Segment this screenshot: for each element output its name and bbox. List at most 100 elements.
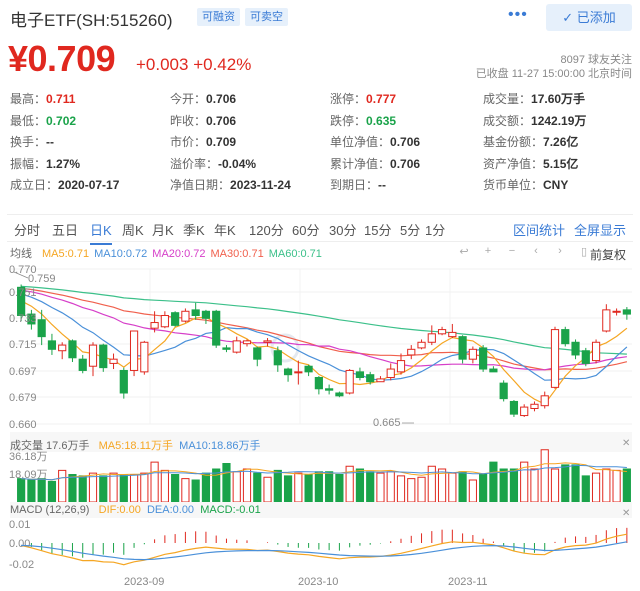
- tab-10[interactable]: 15分: [364, 223, 392, 238]
- range-stats-link[interactable]: 区间统计: [513, 223, 566, 238]
- stat-item: 到期日：--: [330, 176, 386, 193]
- stat-value: 2020-07-17: [58, 178, 120, 192]
- chart-toolbar: ↩ + − ‹ › ▯: [452, 245, 596, 258]
- stat-value: 1242.19万: [531, 113, 587, 128]
- ma-legend: 均线 MA5:0.71 MA10:0.72 MA20:0.72 MA30:0.71 MA6…: [10, 245, 327, 261]
- stat-label: 货币单位：: [483, 178, 544, 192]
- undo-icon[interactable]: ↩: [459, 246, 469, 258]
- volume-label: 成交量 17.6万手: [10, 440, 90, 452]
- settings-icon[interactable]: ▯: [580, 246, 588, 258]
- security-title: 电子ETF(SH:515260): [10, 11, 173, 30]
- stat-item: 换手：--: [10, 133, 54, 150]
- stat-label: 累计净值：: [330, 156, 391, 171]
- stat-item: 最低：0.702: [10, 112, 76, 129]
- tab-6[interactable]: 年K: [214, 223, 236, 238]
- tab-11[interactable]: 5分: [400, 223, 421, 238]
- stat-item: 市价：0.709: [170, 133, 236, 150]
- stat-item: 昨收：0.706: [170, 112, 236, 129]
- stat-item: 资产净值：5.15亿: [483, 155, 578, 172]
- tab-3[interactable]: 周K: [122, 223, 144, 238]
- tab-0[interactable]: 分时: [14, 223, 41, 238]
- stat-item: 涨停：0.777: [330, 90, 396, 107]
- macd-header: MACD (12,26,9) DIF:0.00 DEA:0.00 MACD:-0…: [10, 504, 261, 516]
- stat-label: 今开：: [170, 92, 207, 106]
- stat-label: 资产净值：: [483, 156, 544, 171]
- stat-value: 0.635: [366, 113, 397, 128]
- stat-item: 成交量：17.60万手: [483, 90, 585, 107]
- current-price: ¥0.709: [8, 38, 116, 79]
- stat-value: 5.15亿: [543, 156, 579, 171]
- stat-label: 市价：: [170, 135, 207, 149]
- stat-label: 单位净值：: [330, 135, 391, 149]
- svg-text:0.660: 0.660: [9, 419, 37, 431]
- stat-label: 振幅：: [10, 156, 47, 171]
- price-change: +0.003 +0.42%: [136, 55, 252, 74]
- stat-label: 昨收：: [170, 113, 207, 128]
- period-tab-bar: 分时 五日 日K 周K 月K 季K 年K 120分 60分 30分 15分 5分 1分 区间统计 全屏显示: [7, 214, 633, 245]
- stat-value: 0.706: [390, 135, 421, 149]
- tab-4[interactable]: 月K: [152, 223, 174, 238]
- stat-label: 最低：: [10, 113, 47, 128]
- added-to-watchlist-button[interactable]: ✓ 已添加: [546, 4, 632, 31]
- adjustment-selector[interactable]: 前复权: [590, 248, 627, 262]
- tab-5[interactable]: 季K: [183, 223, 205, 238]
- stat-value: 7.26亿: [543, 135, 579, 149]
- tab-2[interactable]: 日K: [90, 220, 112, 245]
- stat-value: -0.04%: [218, 156, 257, 171]
- svg-text:0.715: 0.715: [9, 339, 37, 351]
- stat-value: 0.711: [46, 92, 76, 106]
- stat-item: 净值日期：2023-11-24: [170, 176, 291, 193]
- stat-item: 最高：0.711: [10, 90, 75, 107]
- market-status: 已收盘 11-27 15:00:00 北京时间: [475, 68, 632, 80]
- stat-value: --: [378, 178, 387, 192]
- close-volume-panel-icon[interactable]: ✕: [622, 438, 631, 449]
- volume-ma10: MA10:18.86万手: [179, 440, 261, 452]
- zoom-in-icon[interactable]: +: [484, 245, 492, 257]
- svg-text:-0.02: -0.02: [9, 559, 34, 571]
- stat-item: 货币单位：CNY: [483, 176, 568, 193]
- macd-label: MACD (12,26,9): [10, 504, 90, 516]
- short-sell-badge[interactable]: 可卖空: [245, 8, 288, 26]
- svg-text:0.751: 0.751: [9, 287, 37, 299]
- stat-label: 涨停：: [330, 92, 367, 106]
- svg-text:2023-11: 2023-11: [448, 576, 488, 588]
- stat-item: 成交额：1242.19万: [483, 112, 586, 129]
- tab-7[interactable]: 120分: [249, 223, 284, 238]
- svg-text:2023-10: 2023-10: [298, 576, 338, 588]
- tab-9[interactable]: 30分: [329, 223, 357, 238]
- tab-12[interactable]: 1分: [425, 223, 446, 238]
- stat-label: 成交额：: [483, 113, 532, 128]
- zoom-out-icon[interactable]: −: [508, 245, 516, 257]
- tab-8[interactable]: 60分: [292, 223, 320, 238]
- svg-text:0.665: 0.665: [373, 417, 401, 429]
- next-icon[interactable]: ›: [558, 245, 562, 257]
- ma-legend-item: MA20:0.72: [152, 248, 206, 260]
- tab-1[interactable]: 五日: [52, 223, 79, 238]
- stat-item: 今开：0.706: [170, 90, 236, 107]
- stat-label: 换手：: [10, 135, 47, 149]
- stat-item: 单位净值：0.706: [330, 133, 420, 150]
- prev-icon[interactable]: ‹: [534, 245, 538, 257]
- svg-text:0.733: 0.733: [9, 313, 37, 325]
- stat-value: 0.709: [206, 135, 237, 149]
- margin-financing-badge[interactable]: 可融资: [197, 8, 240, 26]
- macd-dea: DEA:0.00: [146, 504, 195, 516]
- svg-text:2023-09: 2023-09: [124, 576, 164, 588]
- stat-label: 基金份额：: [483, 135, 544, 149]
- stat-value: 2023-11-24: [230, 178, 291, 192]
- close-macd-panel-icon[interactable]: ✕: [622, 508, 631, 519]
- svg-text:0.697: 0.697: [9, 366, 37, 378]
- ma-legend-item: MA5:0.71: [42, 248, 90, 260]
- svg-text:36.18万: 36.18万: [9, 451, 48, 463]
- ma-legend-item: MA30:0.71: [210, 248, 264, 260]
- stat-item: 振幅：1.27%: [10, 155, 80, 172]
- stat-label: 到期日：: [330, 178, 379, 192]
- svg-text:0.00: 0.00: [9, 538, 30, 550]
- fullscreen-link[interactable]: 全屏显示: [574, 223, 627, 238]
- svg-text:0.679: 0.679: [9, 392, 37, 404]
- ma-legend-label: 均线: [10, 248, 32, 260]
- macd-dif: DIF:0.00: [98, 504, 141, 516]
- more-options-button[interactable]: •••: [508, 6, 528, 23]
- stat-value: 1.27%: [46, 156, 81, 171]
